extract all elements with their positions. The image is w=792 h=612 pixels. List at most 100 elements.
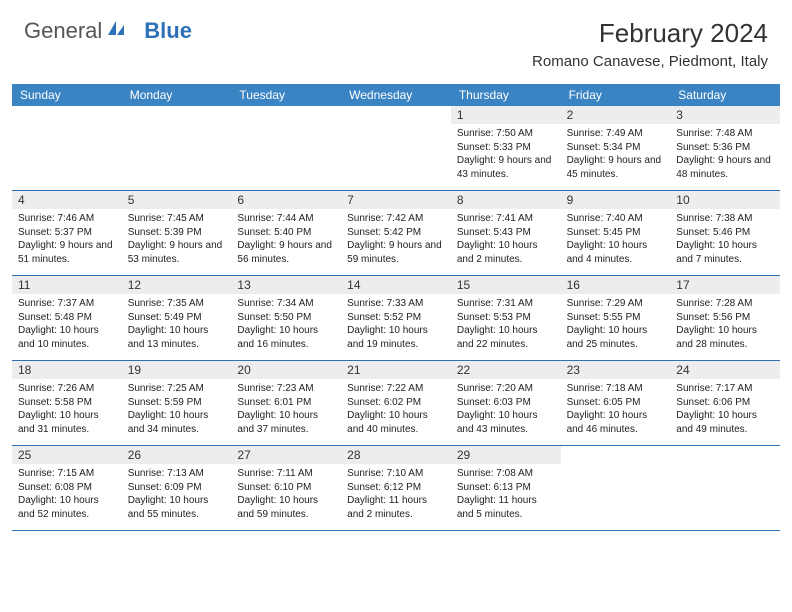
sunrise-text: Sunrise: 7:42 AM xyxy=(347,212,445,226)
day-details: Sunrise: 7:42 AMSunset: 5:42 PMDaylight:… xyxy=(341,209,451,270)
logo: General Blue xyxy=(24,18,192,44)
day-number: 16 xyxy=(561,276,671,294)
day-cell xyxy=(12,106,122,190)
day-number: 23 xyxy=(561,361,671,379)
sunrise-text: Sunrise: 7:34 AM xyxy=(237,297,335,311)
daylight-text: Daylight: 9 hours and 59 minutes. xyxy=(347,239,445,266)
day-cell: 23Sunrise: 7:18 AMSunset: 6:05 PMDayligh… xyxy=(561,361,671,445)
day-number: 8 xyxy=(451,191,561,209)
daylight-text: Daylight: 9 hours and 53 minutes. xyxy=(128,239,226,266)
sunset-text: Sunset: 6:02 PM xyxy=(347,396,445,410)
day-header-row: Sunday Monday Tuesday Wednesday Thursday… xyxy=(12,84,780,106)
sunset-text: Sunset: 5:53 PM xyxy=(457,311,555,325)
day-cell: 18Sunrise: 7:26 AMSunset: 5:58 PMDayligh… xyxy=(12,361,122,445)
day-number: 22 xyxy=(451,361,561,379)
sunrise-text: Sunrise: 7:17 AM xyxy=(676,382,774,396)
sunset-text: Sunset: 5:52 PM xyxy=(347,311,445,325)
day-cell xyxy=(122,106,232,190)
day-cell xyxy=(341,106,451,190)
day-details: Sunrise: 7:35 AMSunset: 5:49 PMDaylight:… xyxy=(122,294,232,355)
day-details: Sunrise: 7:11 AMSunset: 6:10 PMDaylight:… xyxy=(231,464,341,525)
daylight-text: Daylight: 10 hours and 34 minutes. xyxy=(128,409,226,436)
calendar: Sunday Monday Tuesday Wednesday Thursday… xyxy=(12,84,780,531)
day-number: 27 xyxy=(231,446,341,464)
daylight-text: Daylight: 10 hours and 19 minutes. xyxy=(347,324,445,351)
day-header-wed: Wednesday xyxy=(341,84,451,106)
day-details: Sunrise: 7:15 AMSunset: 6:08 PMDaylight:… xyxy=(12,464,122,525)
title-block: February 2024 Romano Canavese, Piedmont,… xyxy=(532,18,768,70)
day-number: 18 xyxy=(12,361,122,379)
day-cell: 11Sunrise: 7:37 AMSunset: 5:48 PMDayligh… xyxy=(12,276,122,360)
daylight-text: Daylight: 10 hours and 28 minutes. xyxy=(676,324,774,351)
sunrise-text: Sunrise: 7:10 AM xyxy=(347,467,445,481)
day-cell: 17Sunrise: 7:28 AMSunset: 5:56 PMDayligh… xyxy=(670,276,780,360)
day-details: Sunrise: 7:40 AMSunset: 5:45 PMDaylight:… xyxy=(561,209,671,270)
day-cell: 20Sunrise: 7:23 AMSunset: 6:01 PMDayligh… xyxy=(231,361,341,445)
day-cell xyxy=(670,446,780,530)
header: General Blue February 2024 Romano Canave… xyxy=(0,0,792,78)
day-cell: 4Sunrise: 7:46 AMSunset: 5:37 PMDaylight… xyxy=(12,191,122,275)
sunset-text: Sunset: 5:36 PM xyxy=(676,141,774,155)
day-cell: 14Sunrise: 7:33 AMSunset: 5:52 PMDayligh… xyxy=(341,276,451,360)
day-number: 7 xyxy=(341,191,451,209)
day-details: Sunrise: 7:10 AMSunset: 6:12 PMDaylight:… xyxy=(341,464,451,525)
sunset-text: Sunset: 5:43 PM xyxy=(457,226,555,240)
day-details: Sunrise: 7:23 AMSunset: 6:01 PMDaylight:… xyxy=(231,379,341,440)
day-number: 11 xyxy=(12,276,122,294)
day-details: Sunrise: 7:48 AMSunset: 5:36 PMDaylight:… xyxy=(670,124,780,185)
sunrise-text: Sunrise: 7:48 AM xyxy=(676,127,774,141)
day-number: 17 xyxy=(670,276,780,294)
day-details: Sunrise: 7:28 AMSunset: 5:56 PMDaylight:… xyxy=(670,294,780,355)
day-number: 3 xyxy=(670,106,780,124)
sunset-text: Sunset: 5:42 PM xyxy=(347,226,445,240)
sunset-text: Sunset: 5:48 PM xyxy=(18,311,116,325)
day-cell: 5Sunrise: 7:45 AMSunset: 5:39 PMDaylight… xyxy=(122,191,232,275)
week-row: 18Sunrise: 7:26 AMSunset: 5:58 PMDayligh… xyxy=(12,361,780,446)
day-header-thu: Thursday xyxy=(451,84,561,106)
sunrise-text: Sunrise: 7:37 AM xyxy=(18,297,116,311)
week-row: 1Sunrise: 7:50 AMSunset: 5:33 PMDaylight… xyxy=(12,106,780,191)
daylight-text: Daylight: 10 hours and 16 minutes. xyxy=(237,324,335,351)
logo-sail-icon xyxy=(106,17,126,43)
sunset-text: Sunset: 5:55 PM xyxy=(567,311,665,325)
sunset-text: Sunset: 5:49 PM xyxy=(128,311,226,325)
daylight-text: Daylight: 10 hours and 2 minutes. xyxy=(457,239,555,266)
day-cell: 1Sunrise: 7:50 AMSunset: 5:33 PMDaylight… xyxy=(451,106,561,190)
day-number: 9 xyxy=(561,191,671,209)
day-number: 21 xyxy=(341,361,451,379)
sunrise-text: Sunrise: 7:40 AM xyxy=(567,212,665,226)
day-number: 19 xyxy=(122,361,232,379)
sunset-text: Sunset: 6:06 PM xyxy=(676,396,774,410)
day-details: Sunrise: 7:38 AMSunset: 5:46 PMDaylight:… xyxy=(670,209,780,270)
daylight-text: Daylight: 9 hours and 45 minutes. xyxy=(567,154,665,181)
day-details: Sunrise: 7:41 AMSunset: 5:43 PMDaylight:… xyxy=(451,209,561,270)
daylight-text: Daylight: 10 hours and 37 minutes. xyxy=(237,409,335,436)
sunrise-text: Sunrise: 7:46 AM xyxy=(18,212,116,226)
sunset-text: Sunset: 6:13 PM xyxy=(457,481,555,495)
sunset-text: Sunset: 5:50 PM xyxy=(237,311,335,325)
day-cell: 16Sunrise: 7:29 AMSunset: 5:55 PMDayligh… xyxy=(561,276,671,360)
sunset-text: Sunset: 5:40 PM xyxy=(237,226,335,240)
day-number: 20 xyxy=(231,361,341,379)
day-cell: 13 Sunrise: 7:34 AMSunset: 5:50 PMDayligh… xyxy=(231,276,341,360)
sunset-text: Sunset: 5:33 PM xyxy=(457,141,555,155)
sunrise-text: Sunrise: 7:35 AM xyxy=(128,297,226,311)
day-details: Sunrise: 7:37 AMSunset: 5:48 PMDaylight:… xyxy=(12,294,122,355)
day-number: 26 xyxy=(122,446,232,464)
sunset-text: Sunset: 6:10 PM xyxy=(237,481,335,495)
day-number: 13 xyxy=(231,276,341,294)
day-number: 1 xyxy=(451,106,561,124)
day-header-fri: Friday xyxy=(561,84,671,106)
day-number: 4 xyxy=(12,191,122,209)
sunrise-text: Sunrise: 7:49 AM xyxy=(567,127,665,141)
day-cell: 12Sunrise: 7:35 AMSunset: 5:49 PMDayligh… xyxy=(122,276,232,360)
daylight-text: Daylight: 10 hours and 59 minutes. xyxy=(237,494,335,521)
sunrise-text: Sunrise: 7:33 AM xyxy=(347,297,445,311)
day-details: Sunrise: 7:50 AMSunset: 5:33 PMDaylight:… xyxy=(451,124,561,185)
sunrise-text: Sunrise: 7:25 AM xyxy=(128,382,226,396)
sunset-text: Sunset: 5:34 PM xyxy=(567,141,665,155)
sunrise-text: Sunrise: 7:15 AM xyxy=(18,467,116,481)
day-cell: 24Sunrise: 7:17 AMSunset: 6:06 PMDayligh… xyxy=(670,361,780,445)
daylight-text: Daylight: 9 hours and 56 minutes. xyxy=(237,239,335,266)
sunset-text: Sunset: 5:39 PM xyxy=(128,226,226,240)
